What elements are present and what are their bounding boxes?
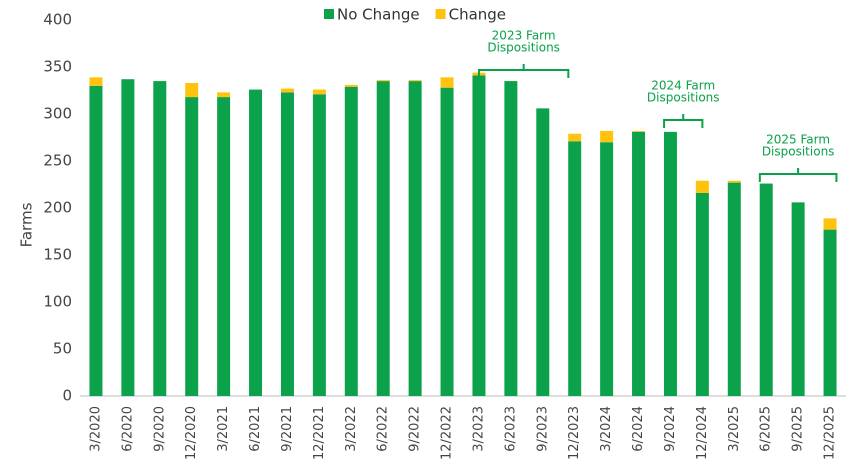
bar-segment [823,218,837,230]
bar-segment [727,180,741,183]
y-tick-label: 400 [43,11,72,29]
bar-segment [376,81,390,396]
y-tick-label: 0 [62,387,72,405]
x-tick-label: 12/2023 [567,406,582,460]
bar-segment [344,84,358,87]
y-tick-label: 150 [43,246,72,264]
bar-segment [185,82,199,98]
x-tick-label: 6/2020 [120,406,135,452]
bar-segment [89,77,103,86]
bar-segment [121,79,135,396]
annotation-text: Dispositions [487,41,560,55]
annotation-text: 2024 Farm [651,79,715,93]
x-tick-label: 12/2024 [695,406,710,460]
x-tick-label: 6/2023 [503,406,518,452]
x-tick-label: 12/2020 [184,406,199,460]
x-tick-label: 9/2020 [152,406,167,452]
bar-segment [695,192,709,396]
bar-segment [632,131,646,397]
y-tick-label: 100 [43,293,72,311]
bar-segment [408,81,422,396]
bar-segment [727,182,741,396]
x-tick-label: 12/2025 [823,406,838,460]
x-tick-label: 9/2024 [663,406,678,452]
bar-segment [759,183,773,396]
bar-segment [217,97,231,396]
bar-segment [312,94,326,396]
annotation-text: 2025 Farm [766,133,830,147]
bar-segment [600,130,614,143]
x-tick-label: 6/2025 [759,406,774,452]
y-tick-label: 350 [43,58,72,76]
bar-segment [153,81,167,396]
bar-segment [249,89,263,396]
annotation-bracket [663,114,704,128]
bar-segment [472,75,486,397]
bar-segment [600,142,614,396]
x-tick-label: 6/2022 [376,406,391,452]
x-tick-label: 9/2022 [408,406,423,452]
x-tick-label: 3/2021 [216,406,231,452]
bar-segment [185,97,199,396]
bar-segment [376,80,390,82]
x-tick-label: 3/2023 [471,406,486,452]
x-tick-label: 3/2025 [727,406,742,452]
bar-segment [568,141,582,396]
annotation-text: Dispositions [647,91,720,105]
y-axis-label: Farms [18,202,36,247]
annotation-text: Dispositions [762,145,835,159]
x-tick-label: 6/2024 [631,406,646,452]
legend-label: No Change [337,6,420,24]
bar-segment [408,80,422,82]
bar-segment [632,130,646,132]
y-tick-label: 50 [53,340,72,358]
annotation-text: 2023 Farm [492,29,556,43]
bar-segment [440,77,454,88]
x-tick-label: 9/2023 [535,406,550,452]
bar-segment [344,86,358,397]
x-tick-label: 12/2021 [312,406,327,460]
x-tick-label: 3/2022 [344,406,359,452]
bar-segment [217,92,231,98]
legend-swatch [435,9,446,19]
bar-segment [823,229,837,396]
bar-segment [791,202,805,396]
bar-segment [312,89,326,95]
bar-segment [536,108,550,397]
x-tick-label: 3/2020 [88,406,103,452]
x-tick-label: 9/2021 [280,406,295,452]
bar-segment [280,88,294,93]
y-tick-label: 200 [43,199,72,217]
y-tick-label: 300 [43,105,72,123]
bar-segment [280,92,294,396]
legend-swatch [324,9,334,19]
bar-segment [663,131,677,397]
annotation-bracket [477,64,570,78]
bar-segment [568,133,582,142]
bar-segment [695,180,709,193]
x-tick-label: 9/2025 [791,406,806,452]
x-tick-label: 3/2024 [599,406,614,452]
x-tick-label: 12/2022 [440,406,455,460]
x-tick-label: 6/2021 [248,406,263,452]
bar-segment [89,85,103,397]
bar-segment [504,81,518,396]
legend-label: Change [449,6,506,24]
annotation-bracket [758,168,838,182]
y-tick-label: 250 [43,152,72,170]
bar-segment [440,87,454,397]
